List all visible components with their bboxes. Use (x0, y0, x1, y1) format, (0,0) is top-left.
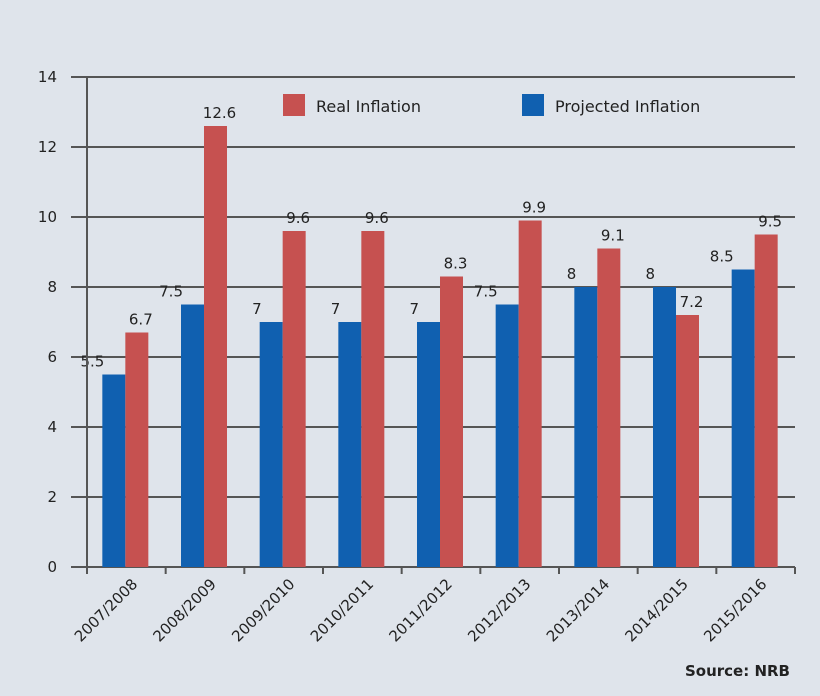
legend: Real Inflation Projected Inflation (283, 94, 700, 116)
data-label: 9.9 (522, 199, 546, 217)
legend-label: Real Inflation (316, 97, 421, 116)
x-tick-label: 2008/2009 (150, 575, 220, 645)
bar-real-inflation (754, 234, 778, 567)
bar-projected-inflation (731, 269, 755, 567)
y-tick-label: 8 (47, 278, 57, 296)
data-label: 9.5 (758, 213, 782, 231)
bar-projected-inflation (338, 322, 362, 567)
bar-real-inflation (440, 276, 463, 567)
x-tick-label: 2014/2015 (622, 575, 692, 645)
data-label: 7.5 (474, 283, 498, 301)
data-label: 8.3 (444, 255, 468, 273)
legend-swatch (522, 94, 544, 116)
bar-projected-inflation (181, 304, 204, 567)
data-label: 8.5 (710, 248, 734, 266)
data-label: 6.7 (129, 311, 153, 329)
bar-real-inflation (204, 126, 227, 567)
data-label: 9.6 (365, 209, 389, 227)
y-tick-label: 0 (47, 558, 57, 576)
bar-projected-inflation (102, 374, 126, 567)
data-label: 12.6 (203, 104, 236, 122)
bar-projected-inflation (574, 287, 598, 567)
bar-projected-inflation (653, 287, 676, 567)
y-tick-label: 14 (38, 68, 57, 86)
bar-projected-inflation (259, 322, 283, 567)
bar-projected-inflation (417, 322, 440, 567)
y-tick-label: 6 (47, 348, 57, 366)
x-tick-label: 2012/2013 (464, 575, 534, 645)
y-tick-label: 12 (38, 138, 57, 156)
x-tick-label: 2010/2011 (307, 575, 377, 645)
data-label: 7.5 (159, 283, 183, 301)
bar-real-inflation (125, 332, 149, 567)
bar-real-inflation (518, 220, 542, 567)
data-label: 7 (331, 300, 341, 318)
y-tick-label: 2 (47, 488, 57, 506)
x-tick-label: 2011/2012 (386, 575, 456, 645)
data-label: 9.1 (601, 227, 625, 245)
data-label: 7.2 (680, 293, 704, 311)
data-label: 7 (409, 300, 419, 318)
bar-real-inflation (282, 231, 306, 567)
bar-real-inflation (361, 231, 385, 567)
bar-projected-inflation (495, 304, 519, 567)
y-tick-label: 4 (47, 418, 57, 436)
y-tick-label: 10 (38, 208, 57, 226)
data-label: 9.6 (286, 209, 310, 227)
x-tick-label: 2015/2016 (700, 575, 770, 645)
data-label: 7 (252, 300, 262, 318)
bar-real-inflation (597, 248, 621, 567)
data-labels: 5.5 6.7 7.5 12.6 7 9.6 7 9.6 7 8.3 7.5 9.9 8 9.1 8 7.2 8… (80, 104, 782, 371)
data-label: 5.5 (80, 353, 104, 371)
data-label: 8 (567, 265, 577, 283)
x-tick-label: 2013/2014 (543, 575, 613, 645)
source-note: Source: NRB (685, 662, 790, 680)
x-tick-label: 2007/2008 (71, 575, 141, 645)
legend-swatch (283, 94, 305, 116)
data-label: 8 (645, 265, 655, 283)
bars (102, 126, 778, 567)
legend-label: Projected Inflation (555, 97, 700, 116)
x-tick-label: 2009/2010 (228, 575, 298, 645)
bar-real-inflation (676, 315, 699, 567)
